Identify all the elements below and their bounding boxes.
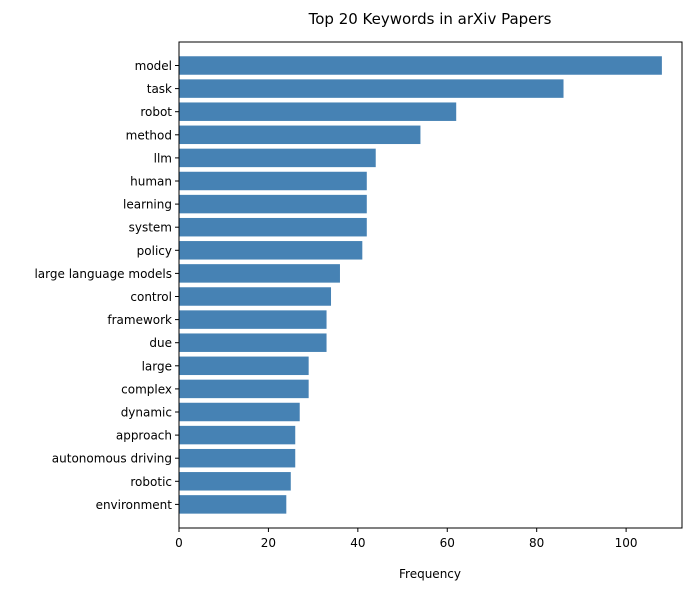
y-tick-label: human — [130, 175, 172, 189]
bar-learning — [179, 194, 367, 214]
x-axis: 0 20 40 60 80 100 — [175, 528, 638, 550]
y-tick-label: robot — [140, 105, 172, 119]
y-tick-label: framework — [107, 313, 172, 327]
x-tick-label: 0 — [175, 536, 183, 550]
plot-frame — [178, 41, 683, 529]
bar-autonomous-driving — [179, 448, 296, 468]
bar-approach — [179, 425, 296, 445]
x-tick-label: 100 — [615, 536, 638, 550]
y-tick-label: environment — [96, 498, 173, 512]
y-tick-label: large language models — [34, 267, 172, 281]
bar-complex — [179, 379, 309, 399]
bar-task — [179, 79, 564, 98]
chart-title: Top 20 Keywords in arXiv Papers — [308, 10, 552, 28]
bars-group — [179, 56, 662, 514]
y-tick-label: due — [149, 336, 172, 350]
y-tick-label: method — [126, 128, 172, 142]
bar-framework — [179, 310, 327, 329]
y-tick-label: control — [130, 290, 172, 304]
y-tick-label: system — [129, 221, 172, 235]
x-tick-label: 80 — [529, 536, 544, 550]
bar-method — [179, 125, 421, 145]
y-tick-label: complex — [121, 382, 172, 396]
y-tick-label: dynamic — [121, 406, 172, 420]
y-tick-label: policy — [137, 244, 172, 258]
bar-policy — [179, 241, 363, 260]
y-tick-label: llm — [154, 151, 172, 165]
bar-model — [179, 56, 662, 75]
y-tick-label: robotic — [130, 475, 172, 489]
y-tick-label: approach — [116, 429, 172, 443]
bar-large — [179, 356, 309, 376]
x-tick-label: 40 — [350, 536, 365, 550]
bar-environment — [179, 495, 287, 514]
bar-dynamic — [179, 402, 300, 422]
y-tick-label: task — [147, 82, 172, 96]
bar-due — [179, 333, 327, 352]
bar-control — [179, 287, 332, 306]
bar-robotic — [179, 472, 291, 491]
bar-robot — [179, 102, 457, 121]
y-tick-label: autonomous driving — [52, 452, 172, 466]
y-tick-label: large — [142, 359, 172, 373]
bar-llm — [179, 148, 376, 168]
bar-system — [179, 217, 367, 237]
bar-human — [179, 171, 367, 191]
y-axis: model task robot method llm human learning syst… — [34, 59, 179, 512]
x-axis-label: Frequency — [399, 567, 461, 581]
y-tick-label: model — [135, 59, 172, 73]
x-tick-label: 60 — [440, 536, 455, 550]
y-tick-label: learning — [123, 198, 172, 212]
bar-large-language-models — [179, 264, 340, 283]
x-tick-label: 20 — [261, 536, 276, 550]
